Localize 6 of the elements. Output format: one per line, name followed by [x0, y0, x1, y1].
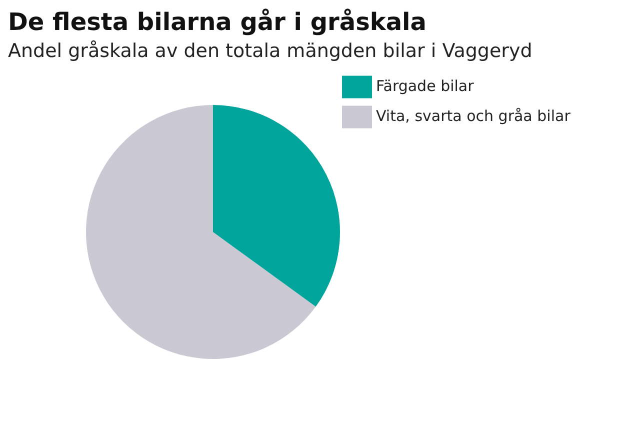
chart-subtitle: Andel gråskala av den totala mängden bilar i Vaggeryd [8, 40, 534, 62]
legend-label: Färgade bilar [376, 77, 474, 96]
pie-slice [213, 105, 340, 307]
pie-slice [86, 105, 316, 359]
legend-label: Vita, svarta och gråa bilar [376, 107, 570, 126]
chart-title: De flesta bilarna går i gråskala [8, 8, 428, 36]
